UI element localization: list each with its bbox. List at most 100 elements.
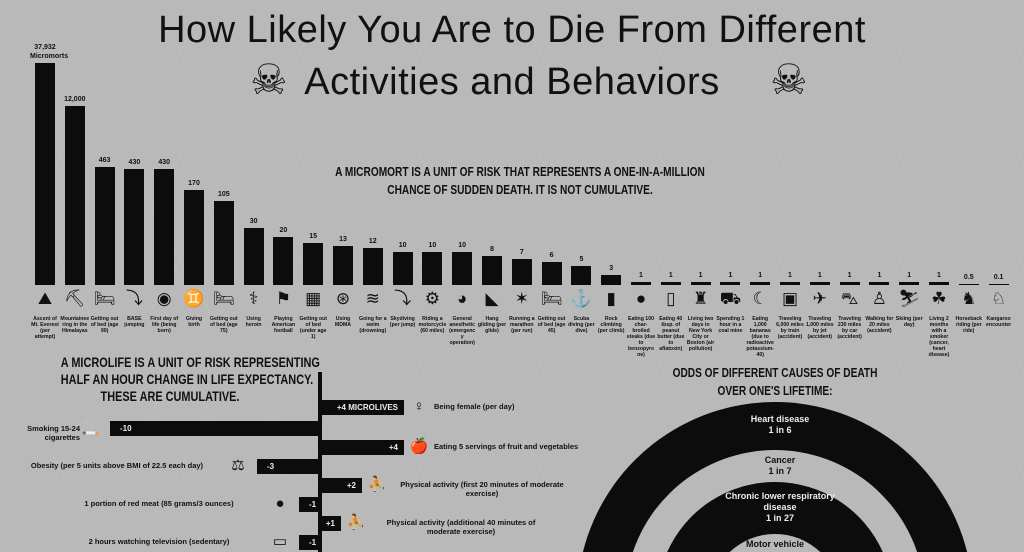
parachute-jump-icon: ⤵ [125,289,143,308]
syringe-icon: ⚕ [248,289,259,308]
skydiver-icon: ⤵ [394,289,412,308]
micromort-bar [452,251,473,285]
micromort-value-label: 170 [188,179,200,187]
odds-title: ODDS OF DIFFERENT CAUSES OF DEATH OVER O… [670,364,881,400]
micromort-category-label: Living 2 months with a smoker (cancer, h… [928,316,950,358]
micromort-bar [541,262,562,285]
microlife-value-label: -1 [309,538,317,547]
car-icon: ⛍ [840,289,859,308]
micromort-category-label: Playing American football [271,316,296,334]
micromort-bar [333,246,353,285]
micromort-category-label: Skydiving (per jump) [389,316,416,328]
climbers-icon: ⛏ [64,289,86,308]
micromort-value-label: 15 [309,233,318,241]
micromort-value-label: 1 [788,272,792,279]
micromort-bar [362,248,383,285]
micromort-category-label: Traveling 1,000 miles by jet (accident) [805,316,834,340]
microlife-bar: +4 MICROLIVES [320,400,404,415]
micromort-value-label: 1 [668,272,673,279]
microlife-bar: -3 [257,459,320,474]
plane-icon: ✈ [812,289,827,308]
odds-title-line2: OVER ONE'S LIFETIME: [717,383,833,398]
micromort-bar [94,167,115,285]
scale-icon: ⚖ [231,457,245,474]
jump-rope-icon: ⛹ [346,514,366,531]
microlife-value-label: -1 [309,500,317,509]
ring-odds: 1 in 7 [768,466,792,476]
mine-cart-icon: ⛟ [719,289,742,308]
odds-title-line1: ODDS OF DIFFERENT CAUSES OF DEATH [672,365,878,380]
microlife-bar: -1 [299,535,320,550]
micromort-bar [839,282,860,285]
smoker-icon: ☘ [931,289,947,308]
microlife-bar: -1 [299,497,320,512]
climber-icon: ▮ [606,289,616,308]
micromort-value-label: 3 [609,264,614,272]
ring-category: Motor vehicle [745,539,804,549]
micromort-bar [273,237,294,285]
micromort-category-label: Getting out of bed (age 45) [537,316,566,334]
statue-icon: ♜ [692,289,709,308]
microlife-category-label: Physical activity (additional 40 minutes… [386,518,536,536]
birth-icon: ♊ [183,289,205,308]
micromort-category-label: Ascent of Mt. Everest (per attempt) [31,316,59,340]
micromort-category-label: Riding a motorcycle (60 miles) [418,316,447,334]
microlife-category-label: Eating 5 servings of fruit and vegetable… [434,442,579,451]
horse-icon: ♞ [961,289,977,308]
micromort-value-label: 20 [279,227,288,235]
micromort-bar [660,282,681,285]
skier-icon: ⛷ [898,289,920,308]
micromort-value-label: 7 [519,249,524,257]
microlife-value-label: +4 MICROLIVES [336,403,398,412]
pills-icon: ⊛ [335,289,351,308]
television-icon: ▭ [272,533,288,550]
micromort-category-label: Running a marathon (per run) [509,316,535,334]
bed-icon: 🛏 [540,289,563,308]
micromort-category-label: Using heroin [245,316,262,328]
football-icon: ⚑ [275,289,292,308]
cigarette-icon: 🚬 [81,419,101,436]
fruit-icon: 🍎 [409,438,429,455]
ring-label-heart-disease: Heart disease 1 in 6 [680,414,880,436]
microlife-value-label: +4 [388,443,398,452]
micromort-value-label: 1 [639,272,643,279]
microlife-value-label: -3 [267,462,275,471]
micromort-bar [929,282,949,285]
micromort-category-label: Going for a swim (drowning) [358,316,387,334]
hang-glider-icon: ◣ [485,289,499,308]
baby-icon: ◉ [156,289,172,308]
exercise-icon: ⛹ [367,476,387,493]
microlife-note-line2: HALF AN HOUR CHANGE IN LIFE EXPECTANCY. [60,371,314,387]
micromort-category-label: Traveling 230 miles by car (accident) [837,316,862,340]
micromort-bar [392,251,413,285]
micromort-note: A MICROMORT IS A UNIT OF RISK THAT REPRE… [317,163,723,199]
micromort-category-label: General anesthetic (emergency operation) [449,316,476,346]
micromort-category-label: Living two days in New York City or Bost… [686,316,715,352]
micromort-value-label: 430 [158,159,171,166]
micromort-value-label: 30 [249,218,258,226]
microlife-category-label: 2 hours watching television (sedentary) [88,537,230,546]
micromort-value-label: 10 [458,241,467,249]
ring-category: Heart disease [750,414,810,424]
skull-icon: ☠ [770,56,808,103]
micromort-bar [601,274,622,285]
microlife-value-label: +1 [325,519,335,528]
micromort-bar [720,282,741,285]
ring-category: Cancer [764,455,796,465]
microlife-axis [318,372,322,552]
micromort-category-label: Giving birth [185,316,203,328]
micromort-category-label: Getting out of bed (age 90) [90,316,119,334]
microlife-value-label: -10 [120,424,132,433]
bed-icon: 🛏 [213,289,235,308]
micromort-category-label: Mountaineering in the Himalayas [60,316,90,334]
micromort-value-label: 1 [758,272,763,279]
micromort-value-label: 8 [490,246,494,254]
micromort-bar [64,106,85,285]
steak-icon: ● [635,289,647,308]
microlife-bar: +1 [320,516,341,531]
micromort-bar [124,169,145,285]
micromort-category-label: Kangaroo encounter [986,316,1012,328]
micromort-category-label: First day of life (being born) [150,316,179,334]
micromort-value-label: 0.1 [993,273,1004,281]
